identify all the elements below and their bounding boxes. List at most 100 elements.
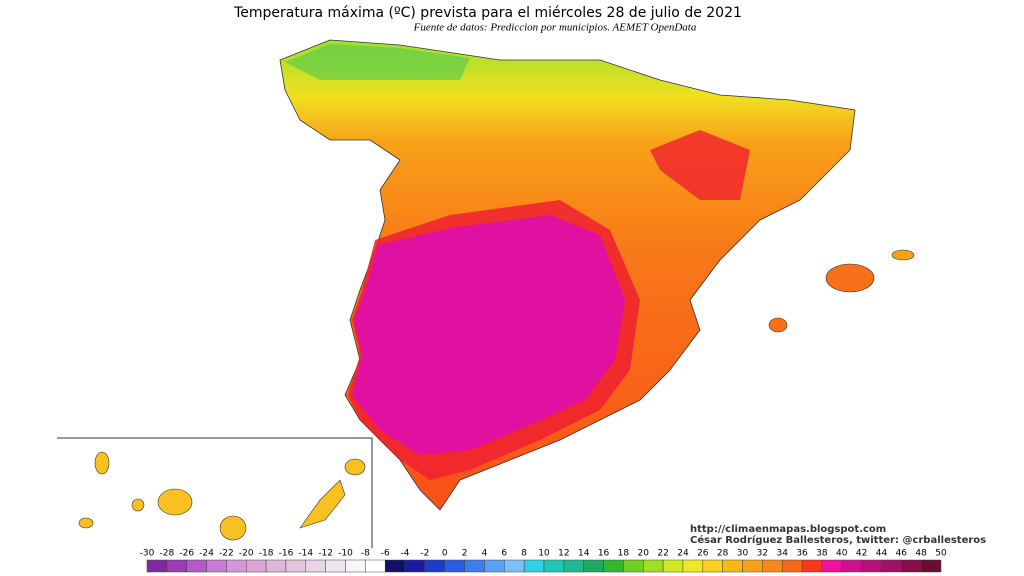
legend-swatch (881, 559, 902, 573)
legend-tick-label: 0 (442, 549, 448, 559)
legend-tick-label: 36 (796, 549, 808, 559)
legend-swatch (146, 559, 168, 573)
legend-swatch (603, 559, 624, 573)
title: Temperatura máxima (ºC) prevista para el… (233, 5, 742, 21)
canary-inset (57, 437, 373, 548)
island (157, 488, 193, 516)
legend-swatch (821, 559, 843, 573)
legend-tick-label: 24 (677, 549, 689, 559)
legend-tick-label: -22 (219, 549, 234, 559)
legend-swatch (563, 559, 584, 573)
legend-swatch (623, 559, 644, 573)
legend-tick-label: -2 (420, 549, 429, 559)
legend-tick-label: 40 (836, 549, 848, 559)
legend-swatch (643, 559, 664, 573)
legend-swatch (583, 559, 604, 573)
subtitle: Fuente de datos: Prediccion por municipi… (413, 22, 697, 34)
legend-swatch (762, 559, 783, 573)
legend-tick-label: 20 (638, 549, 650, 559)
legend-tick-label: -16 (279, 549, 294, 559)
ebro-hot (650, 130, 750, 200)
legend-swatch (384, 559, 406, 573)
credit: http://climaenmapas.blogspot.com (690, 524, 886, 535)
island (219, 515, 247, 541)
legend-swatch (246, 559, 267, 573)
legend-swatch (305, 559, 326, 573)
credit: César Rodríguez Ballesteros, twitter: @c… (690, 534, 986, 546)
legend-swatch (523, 559, 545, 573)
legend-swatch (662, 559, 684, 573)
legend-swatch (484, 559, 505, 573)
legend-tick-label: -28 (159, 549, 174, 559)
legend-swatch (543, 559, 565, 573)
legend-swatch (166, 559, 187, 573)
island (94, 451, 110, 475)
legend-swatch (365, 559, 386, 573)
north-coast (285, 44, 470, 80)
legend-tick-label: -6 (381, 549, 390, 559)
legend-swatch (444, 559, 465, 573)
legend-tick-label: 32 (757, 549, 768, 559)
legend-swatch (722, 559, 743, 573)
legend-tick-label: 42 (856, 549, 867, 559)
legend-swatch (801, 559, 823, 573)
mallorca (825, 263, 875, 293)
legend-swatch (424, 559, 445, 573)
legend-swatch (861, 559, 882, 573)
color-legend: -30 -28 -26 -24 -22 -20 -18 -16 -14 -12 -10 -8 -6 -4-… (140, 549, 947, 573)
legend-tick-label: 18 (618, 549, 630, 559)
island (344, 458, 366, 476)
ibiza (768, 317, 788, 333)
legend-swatch (404, 559, 426, 573)
legend-tick-label: 14 (578, 549, 590, 559)
legend-tick-label: 50 (935, 549, 947, 559)
legend-tick-label: -24 (199, 549, 214, 559)
legend-tick-label: 22 (657, 549, 668, 559)
legend-tick-label: 26 (697, 549, 709, 559)
legend-swatch (226, 559, 247, 573)
legend-tick-label: 6 (501, 549, 507, 559)
island (299, 479, 346, 529)
legend-tick-label: -18 (259, 549, 274, 559)
legend-tick-label: -30 (140, 549, 155, 559)
legend-tick-label: 8 (521, 549, 527, 559)
legend-tick-label: 16 (598, 549, 610, 559)
legend-tick-label: -4 (401, 549, 410, 559)
menorca (891, 249, 915, 261)
legend-tick-label: -12 (318, 549, 333, 559)
island (78, 517, 94, 529)
legend-tick-label: -20 (239, 549, 254, 559)
legend-tick-label: 30 (737, 549, 749, 559)
legend-swatch (682, 559, 704, 573)
legend-tick-label: 10 (538, 549, 550, 559)
legend-tick-label: -14 (298, 549, 313, 559)
legend-swatch (920, 559, 942, 573)
legend-tick-label: 46 (896, 549, 908, 559)
legend-tick-label: -10 (338, 549, 353, 559)
hottest-zone (352, 215, 625, 455)
legend-tick-label: 38 (816, 549, 828, 559)
legend-swatch (345, 559, 366, 573)
legend-tick-label: 2 (462, 549, 468, 559)
legend-swatch (206, 559, 227, 573)
island (131, 498, 145, 512)
legend-swatch (742, 559, 763, 573)
legend-swatch (325, 559, 346, 573)
legend-swatch (464, 559, 485, 573)
legend-swatch (186, 559, 207, 573)
legend-swatch (285, 559, 307, 573)
legend-tick-label: -8 (361, 549, 370, 559)
legend-tick-label: -26 (179, 549, 194, 559)
legend-swatch (504, 559, 525, 573)
legend-tick-label: 44 (876, 549, 888, 559)
legend-swatch (901, 559, 922, 573)
inset-border (57, 437, 373, 548)
spain-map (279, 39, 915, 511)
legend-tick-label: 4 (482, 549, 488, 559)
legend-tick-label: 28 (717, 549, 729, 559)
legend-swatch (841, 559, 862, 573)
legend-swatch (265, 559, 287, 573)
legend-swatch (702, 559, 723, 573)
legend-tick-label: 12 (558, 549, 569, 559)
